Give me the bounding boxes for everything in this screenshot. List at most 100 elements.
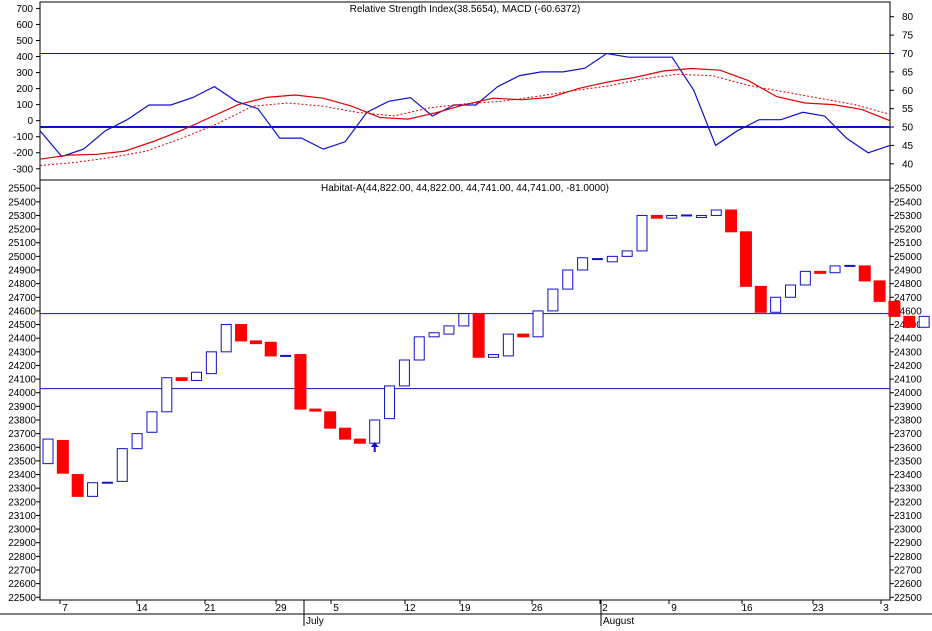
- macd-tick-label: 700: [16, 4, 33, 15]
- candle-flat: [591, 258, 603, 261]
- price-tick-label-left: 23500: [8, 456, 36, 467]
- price-tick-label-right: 24200: [894, 361, 922, 372]
- price-tick-label-right: 24600: [894, 306, 922, 317]
- price-tick-label-left: 24000: [8, 388, 36, 399]
- x-day-label: 9: [671, 603, 677, 614]
- candle-up: [384, 385, 396, 420]
- rsi-tick-label: 40: [902, 159, 914, 170]
- rsi-tick-label: 55: [902, 104, 914, 115]
- price-tick-label-right: 23400: [894, 470, 922, 481]
- x-day-label: 2: [602, 603, 608, 614]
- price-tick-label-left: 24800: [8, 279, 36, 290]
- candle-down: [294, 354, 307, 410]
- candle-down: [249, 340, 262, 345]
- price-tick-label-right: 24300: [894, 347, 922, 358]
- price-tick-label-left: 24200: [8, 361, 36, 372]
- price-tick-label-left: 23200: [8, 497, 36, 508]
- candle-up: [799, 270, 811, 286]
- price-tick-label-right: 24900: [894, 266, 922, 277]
- x-day-label: 14: [136, 603, 148, 614]
- macd-tick-label: -100: [13, 132, 33, 143]
- indicator-title: Relative Strength Index(38.5654), MACD (…: [350, 4, 581, 15]
- up-arrow-stem: [373, 447, 376, 452]
- x-day-label: 7: [62, 603, 68, 614]
- price-tick-label-right: 25400: [894, 197, 922, 208]
- candle-down: [353, 438, 366, 444]
- price-tick-label-right: 23900: [894, 402, 922, 413]
- price-tick-label-right: 25200: [894, 225, 922, 236]
- price-tick-label-left: 24900: [8, 266, 36, 277]
- candle-down: [888, 300, 901, 317]
- rsi-tick-label: 45: [902, 141, 914, 152]
- candle-up: [547, 288, 559, 312]
- rsi-tick-label: 75: [902, 31, 914, 42]
- price-tick-label-left: 25500: [8, 184, 36, 195]
- x-day-label: 23: [812, 603, 824, 614]
- candle-up: [636, 214, 648, 252]
- candle-down: [739, 231, 752, 287]
- macd-tick-label: 100: [16, 100, 33, 111]
- candle-up: [785, 284, 796, 298]
- price-tick-label-left: 22700: [8, 566, 36, 577]
- price-tick-label-right: 23500: [894, 456, 922, 467]
- price-tick-label-right: 24100: [894, 375, 922, 386]
- price-tick-label-right: 23200: [894, 497, 922, 508]
- price-tick-label-right: 25300: [894, 211, 922, 222]
- price-tick-label-left: 22900: [8, 538, 36, 549]
- price-tick-label-right: 23600: [894, 443, 922, 454]
- price-tick-label-left: 25200: [8, 225, 36, 236]
- price-tick-label-right: 23100: [894, 511, 922, 522]
- candle-up: [428, 332, 440, 338]
- price-tick-label-left: 23000: [8, 525, 36, 536]
- x-month-label: July: [306, 616, 324, 626]
- candle-up: [220, 324, 232, 353]
- candle-flat: [280, 354, 292, 357]
- candle-up: [710, 209, 722, 216]
- x-day-label: 5: [333, 603, 339, 614]
- candle-flat: [101, 481, 113, 484]
- candle-down: [339, 427, 351, 440]
- x-day-label: 26: [531, 603, 543, 614]
- price-tick-label-left: 22600: [8, 579, 36, 590]
- macd-tick-label: 600: [16, 20, 33, 31]
- price-tick-label-left: 23100: [8, 511, 36, 522]
- up-arrow-marker: [370, 442, 379, 447]
- price-tick-label-left: 22500: [8, 593, 36, 604]
- candle-up: [621, 250, 633, 257]
- price-tick-label-left: 23900: [8, 402, 36, 413]
- rsi-tick-label: 60: [902, 86, 914, 97]
- x-day-label: 29: [275, 603, 287, 614]
- candle-flat: [844, 264, 856, 267]
- price-tick-label-left: 24600: [8, 306, 36, 317]
- price-tick-label-right: 24800: [894, 279, 922, 290]
- candle-up: [205, 351, 217, 375]
- candle-up: [577, 257, 589, 271]
- candle-up: [131, 433, 143, 450]
- candle-down: [71, 474, 84, 497]
- price-tick-label-left: 22800: [8, 552, 36, 563]
- candle-down: [235, 324, 248, 342]
- candle-up: [606, 255, 618, 263]
- price-tick-label-right: 22500: [894, 593, 922, 604]
- candle-down: [264, 341, 277, 357]
- candle-down: [56, 439, 69, 474]
- candle-up: [413, 336, 425, 361]
- candle-flat: [681, 214, 693, 217]
- candle-up: [443, 325, 455, 335]
- price-tick-label-left: 25000: [8, 252, 36, 263]
- price-tick-label-left: 23700: [8, 429, 36, 440]
- indicator-frame: [39, 1, 891, 181]
- price-tick-label-right: 23700: [894, 429, 922, 440]
- x-month-label: August: [603, 616, 634, 626]
- candle-down: [873, 280, 886, 302]
- x-day-label: 16: [741, 603, 753, 614]
- series-macd-line: [39, 67, 891, 160]
- price-tick-label-right: 25000: [894, 252, 922, 263]
- candle-up: [770, 296, 782, 313]
- series-signal-line: [39, 73, 891, 167]
- price-tick-label-right: 22700: [894, 566, 922, 577]
- macd-tick-label: 300: [16, 68, 33, 79]
- candle-up: [42, 438, 54, 465]
- macd-tick-label: 400: [16, 52, 33, 63]
